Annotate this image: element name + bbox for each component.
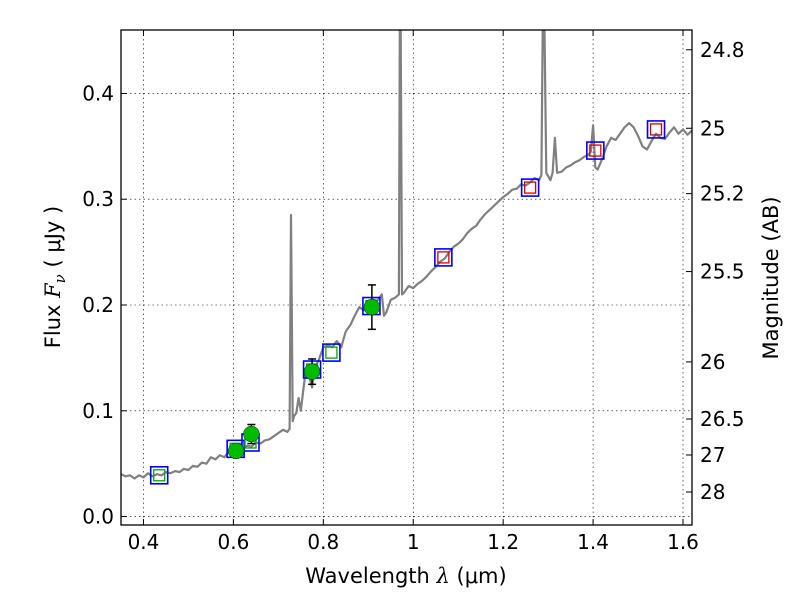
model-photometry-inner-square xyxy=(325,346,338,359)
y2-tick-label: 28 xyxy=(700,480,725,504)
x-tick-label: 0.8 xyxy=(307,530,339,554)
x-axis-label-suffix: (μm) xyxy=(450,564,507,588)
right-axis-label: Magnitude (AB) xyxy=(759,196,783,359)
y-axis-label-suffix: ( μJy ) xyxy=(41,206,65,274)
y2-tick-label: 24.8 xyxy=(700,38,745,62)
y2-tick-label: 25 xyxy=(700,116,725,140)
plot-data-area xyxy=(121,30,692,485)
y2-tick-label: 25.2 xyxy=(700,182,745,206)
observed-photometry-point xyxy=(303,363,321,380)
model-photometry-inner-square xyxy=(649,123,663,136)
y-axis-label: Flux Fν ( μJy ) xyxy=(41,206,69,348)
plot-frame xyxy=(120,29,693,526)
x-tick-label: 0.6 xyxy=(217,530,249,554)
y-tick-label: 0.3 xyxy=(82,187,114,211)
model-photometry-inner-square xyxy=(153,469,166,482)
y-tick-label: 0.1 xyxy=(82,399,114,423)
x-tick-label: 1.2 xyxy=(487,530,519,554)
axis-ticks: 0.4 0.6 0.8 1 1.2 1.4 1.6 0.0 0.1 0.2 0.3 0.4 24.8 25… xyxy=(82,30,745,554)
y2-tick-label: 26.5 xyxy=(700,407,745,431)
grid xyxy=(121,30,692,525)
y-tick-label: 0.2 xyxy=(82,293,114,317)
y-axis-label-symbol: F xyxy=(41,282,65,299)
y-axis-label-subscript: ν xyxy=(51,274,69,283)
x-tick-label: 1 xyxy=(407,530,420,554)
x-axis-label: Wavelength λ (μm) xyxy=(305,564,506,588)
y2-tick-label: 25.5 xyxy=(700,260,745,284)
observed-photometry-point xyxy=(227,442,245,460)
y-tick-label: 0.0 xyxy=(82,505,114,529)
y-axis-label-prefix: Flux xyxy=(41,298,65,348)
x-tick-label: 0.4 xyxy=(128,530,160,554)
model-photometry-inner-square xyxy=(437,251,450,264)
model-photometry-square xyxy=(322,343,341,362)
model-photometry-square xyxy=(434,248,453,267)
model-photometry-square xyxy=(149,465,169,485)
model-photometry-inner-square xyxy=(589,144,602,157)
x-tick-label: 1.4 xyxy=(577,530,609,554)
y-tick-label: 0.4 xyxy=(82,81,114,105)
x-tick-label: 1.6 xyxy=(667,530,699,554)
model-photometry-square xyxy=(520,178,540,197)
y2-tick-label: 27 xyxy=(700,443,725,467)
model-photometry-inner-square xyxy=(523,181,537,194)
x-axis-label-prefix: Wavelength xyxy=(305,564,436,588)
model-photometry-square xyxy=(586,141,605,160)
model-photometry-square xyxy=(646,120,666,139)
y2-tick-label: 26 xyxy=(700,350,725,374)
observed-photometry-point xyxy=(243,425,260,443)
x-axis-label-symbol: λ xyxy=(436,564,450,588)
observed-photometry-point xyxy=(363,298,381,316)
